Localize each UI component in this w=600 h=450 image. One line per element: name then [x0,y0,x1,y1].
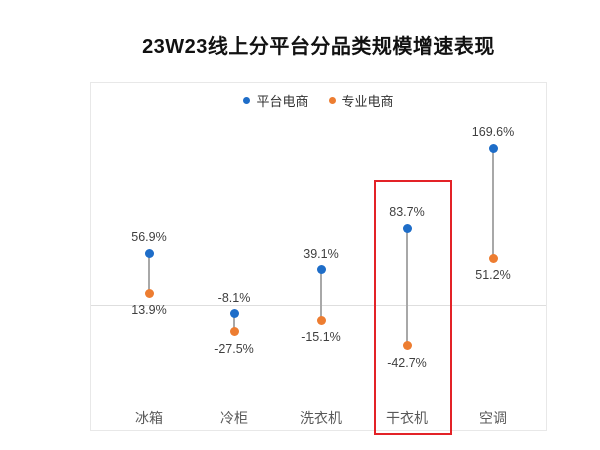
chart-title: 23W23线上分平台分品类规模增速表现 [142,36,495,58]
platform-value-label: 56.9% [131,230,167,245]
connector-line [492,148,494,259]
legend-dot-platform-icon [243,97,251,104]
specialized-dot [488,253,498,263]
category-label-5: 空调 [479,410,507,426]
platform-dot [316,265,326,275]
platform-value-label: 169.6% [471,125,515,140]
specialized-value-label: -15.1% [301,330,341,345]
specialized-dot [144,288,154,298]
connector-line [406,228,408,346]
category-label-3: 洗衣机 [300,410,342,426]
legend-item-specialized: 专业电商 [328,91,394,110]
legend-item-platform: 平台电商 [243,91,309,110]
specialized-value-label: -42.7% [387,355,427,370]
platform-dot [488,143,498,153]
category-label-1: 冰箱 [135,410,163,426]
connector-line [148,253,150,294]
specialized-value-label: -27.5% [214,341,254,356]
category-label-4: 干衣机 [386,410,428,426]
platform-dot [229,309,239,319]
platform-dot [402,223,412,233]
connector-line [320,269,322,321]
category-label-2: 冷柜 [220,410,248,426]
zero-axis-line [91,305,546,306]
legend: 平台电商 专业电商 [91,91,546,110]
platform-value-label: -8.1% [217,290,251,305]
platform-value-label: 83.7% [389,205,425,220]
legend-label-platform: 平台电商 [256,94,309,109]
platform-dot [144,248,154,258]
plot-area: 平台电商 专业电商 56.9% 13.9% -8.1% -27.5% 39.1% -15.… [90,82,547,431]
specialized-value-label: 13.9% [131,303,167,318]
legend-label-specialized: 专业电商 [341,94,394,109]
specialized-dot [316,315,326,325]
specialized-dot [402,341,412,351]
specialized-dot [229,327,239,337]
specialized-value-label: 51.2% [475,268,511,283]
platform-value-label: 39.1% [303,246,339,261]
connector-line [233,313,235,332]
legend-dot-specialized-icon [328,97,336,104]
